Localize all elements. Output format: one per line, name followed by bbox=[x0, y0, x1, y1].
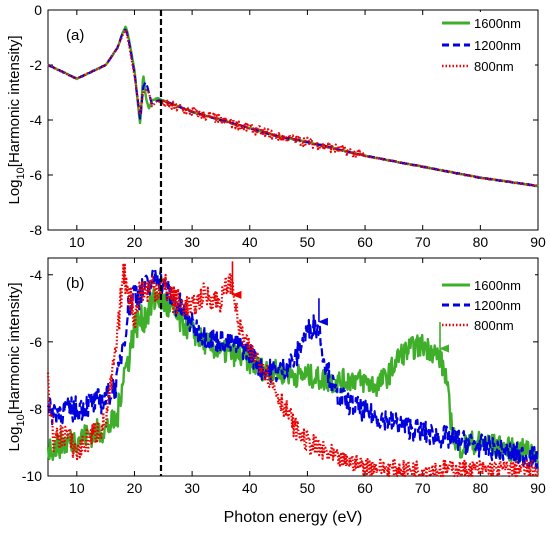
panel-b-x-tick-label: 40 bbox=[242, 480, 258, 496]
panel-a-y-tick-label: -8 bbox=[30, 222, 43, 238]
y-label-b-suffix: [Harmonic intensity] bbox=[6, 283, 23, 415]
y-label-a-sub: 10 bbox=[15, 167, 27, 179]
panel-b-ticks: 10 20 30 40 50 60 70 80 90 -4 -6 -8 -10 bbox=[22, 258, 546, 496]
panel-b-x-tick-label: 70 bbox=[415, 480, 431, 496]
panel-b-series-1200nm bbox=[46, 267, 539, 470]
panel-b-legend-box bbox=[436, 260, 535, 322]
panel-a-label: (a) bbox=[66, 27, 84, 44]
panel-a-x-tick-label: 40 bbox=[242, 234, 258, 250]
panel-b-x-tick-label: 80 bbox=[473, 480, 489, 496]
panel-b-y-tick-label: -10 bbox=[22, 468, 42, 484]
legend-b-label-1200nm: 1200nm bbox=[474, 298, 521, 313]
panel-a-y-tick-label: -4 bbox=[30, 112, 43, 128]
panel-b-arrows bbox=[231, 261, 449, 353]
panel-a-x-tick-label: 20 bbox=[127, 234, 143, 250]
y-axis-label-a: Log10[Harmonic intensity] bbox=[6, 36, 27, 205]
legend-a-label-800nm: 800nm bbox=[474, 59, 514, 74]
panel-b-x-tick-label: 20 bbox=[127, 480, 143, 496]
legend-b-label-1600nm: 1600nm bbox=[474, 278, 521, 293]
y-label-a-suffix: [Harmonic intensity] bbox=[6, 36, 23, 168]
panel-a-x-tick-label: 10 bbox=[69, 234, 85, 250]
panel-a-series-1200nm bbox=[47, 28, 539, 188]
panel-b-series bbox=[46, 262, 539, 478]
panel-a-series-800nm bbox=[47, 28, 539, 188]
y-label-a-prefix: Log bbox=[6, 179, 23, 204]
panel-a-y-tick-label: -6 bbox=[30, 167, 43, 183]
y-axis-label-b: Log10[Harmonic intensity] bbox=[6, 283, 27, 452]
panel-b-legend: 1600nm 1200nm 800nm bbox=[436, 260, 535, 333]
panel-a-ticks: 10 20 30 40 50 60 70 80 90 0 -2 -4 -6 -8 bbox=[30, 2, 546, 250]
panel-a-y-tick-label: 0 bbox=[34, 2, 42, 18]
panel-b-x-tick-label: 90 bbox=[530, 480, 546, 496]
panel-a-y-tick-label: -2 bbox=[30, 57, 43, 73]
panel-a-x-tick-label: 90 bbox=[530, 234, 546, 250]
panel-a-x-tick-label: 70 bbox=[415, 234, 431, 250]
panel-a-x-tick-label: 50 bbox=[300, 234, 316, 250]
panel-b-y-tick-label: -6 bbox=[30, 334, 43, 350]
panel-a-legend: 1600nm 1200nm 800nm bbox=[436, 12, 535, 74]
legend-a-label-1200nm: 1200nm bbox=[474, 38, 521, 53]
panel-a-x-tick-label: 60 bbox=[357, 234, 373, 250]
panel-b: 10 20 30 40 50 60 70 80 90 -4 -6 -8 -10 (b) 1600nm 1… bbox=[22, 257, 546, 496]
panel-b-label: (b) bbox=[66, 275, 84, 292]
legend-a-label-1600nm: 1600nm bbox=[474, 16, 521, 31]
panel-a: 10 20 30 40 50 60 70 80 90 0 -2 -4 -6 -8 (a) 1600nm 1… bbox=[30, 2, 546, 250]
panel-b-x-tick-label: 30 bbox=[184, 480, 200, 496]
panel-a-x-tick-label: 80 bbox=[473, 234, 489, 250]
legend-b-label-800nm: 800nm bbox=[474, 318, 514, 333]
panel-b-y-tick-label: -8 bbox=[30, 401, 43, 417]
panel-a-series bbox=[47, 25, 539, 188]
panel-b-y-tick-label: -4 bbox=[30, 267, 43, 283]
panel-b-x-tick-label: 50 bbox=[300, 480, 316, 496]
y-label-b-sub: 10 bbox=[15, 414, 27, 426]
y-label-b-prefix: Log bbox=[6, 426, 23, 451]
panel-b-x-tick-label: 10 bbox=[69, 480, 85, 496]
x-axis-label: Photon energy (eV) bbox=[224, 509, 363, 526]
panel-b-x-tick-label: 60 bbox=[357, 480, 373, 496]
panel-a-x-tick-label: 30 bbox=[184, 234, 200, 250]
